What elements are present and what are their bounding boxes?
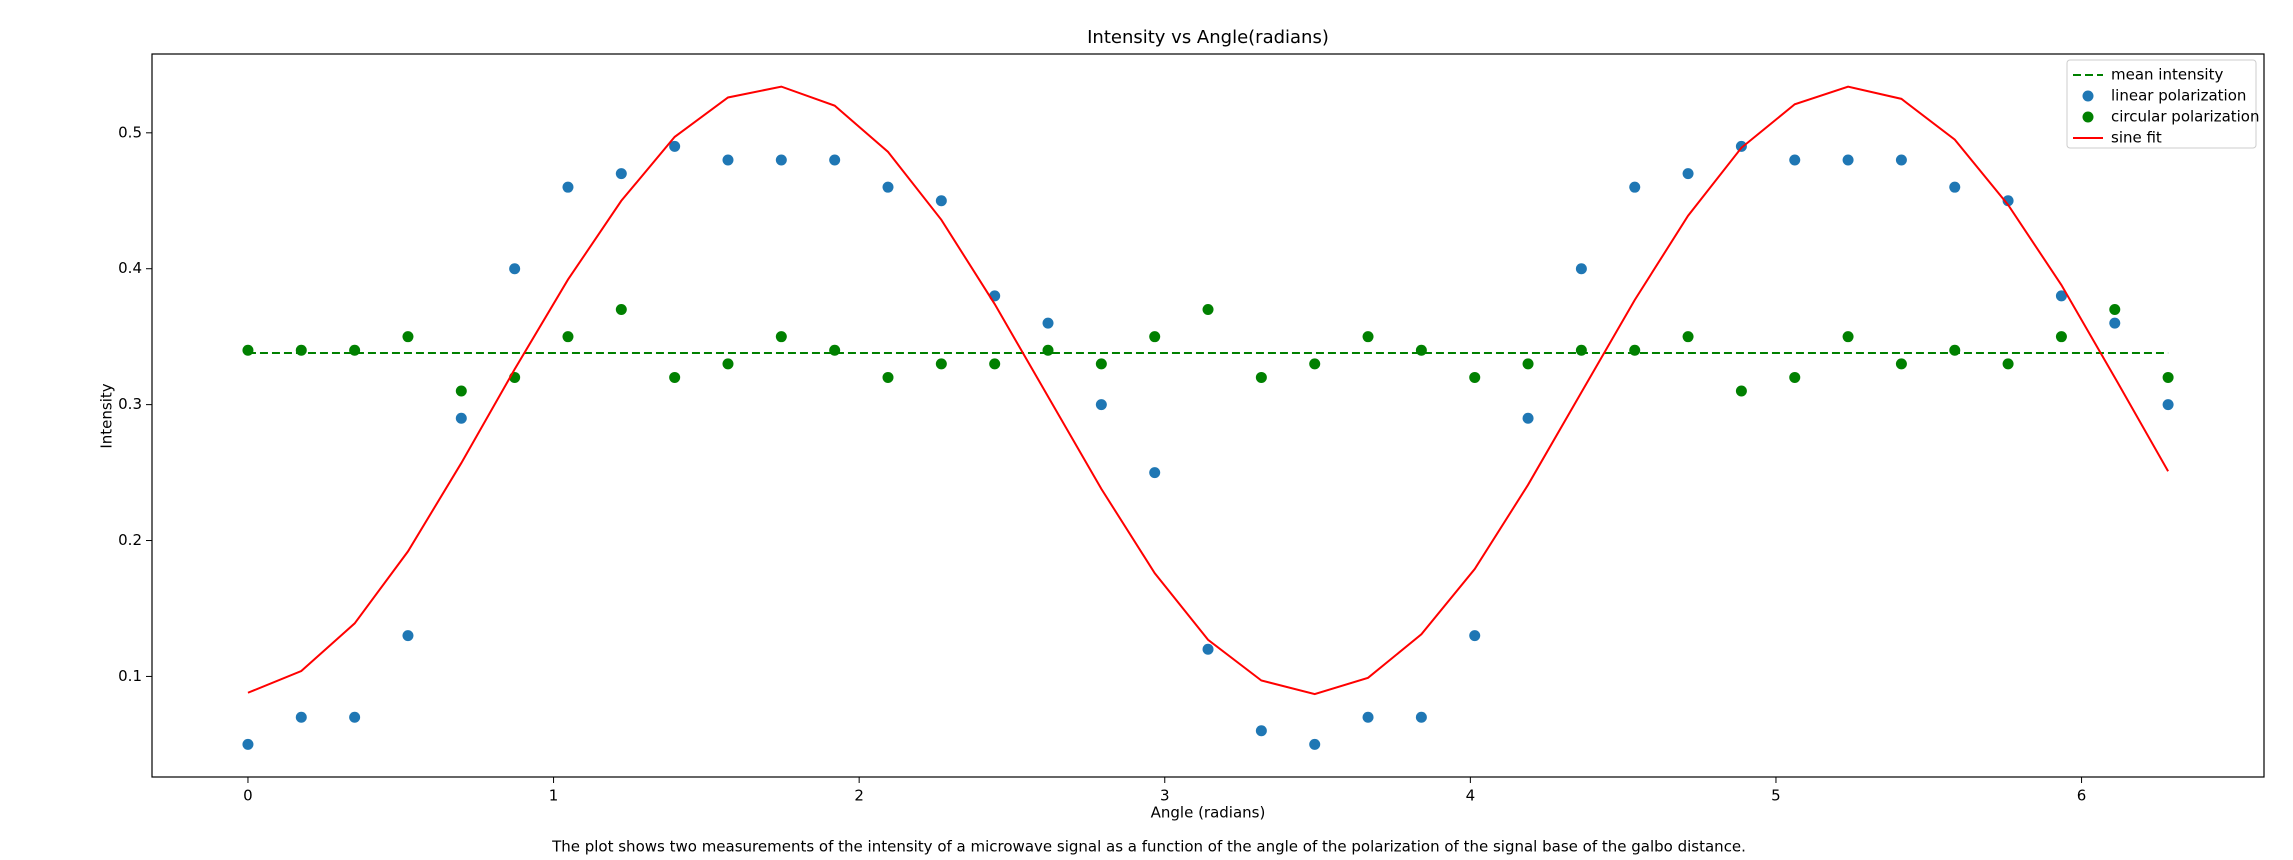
scatter-point <box>1895 154 1907 166</box>
scatter-point <box>1842 331 1854 343</box>
scatter-point <box>1469 371 1481 383</box>
scatter-point <box>1255 371 1267 383</box>
plot-frame <box>151 53 2265 778</box>
scatter-point <box>669 140 681 152</box>
scatter-point <box>455 412 467 424</box>
scatter-point <box>2002 195 2014 207</box>
scatter-point <box>1149 331 1161 343</box>
scatter-point <box>1895 358 1907 370</box>
y-tick-label: 0.4 <box>118 259 142 277</box>
scatter-point <box>1735 140 1747 152</box>
y-tick-label: 0.5 <box>118 123 142 141</box>
x-axis-label: Angle (radians) <box>1151 804 1266 822</box>
scatter-point <box>455 385 467 397</box>
scatter-point <box>1842 154 1854 166</box>
scatter-point <box>989 358 1001 370</box>
y-tick-label: 0.1 <box>118 667 142 685</box>
legend-label: sine fit <box>2111 129 2162 147</box>
scatter-point <box>2109 303 2121 315</box>
x-tick-label: 1 <box>549 787 559 805</box>
scatter-point <box>509 263 521 275</box>
scatter-point <box>242 344 254 356</box>
scatter-point <box>2162 399 2174 411</box>
scatter-point <box>722 154 734 166</box>
scatter-point <box>1202 643 1214 655</box>
x-tick-label: 2 <box>854 787 864 805</box>
y-tick-label: 0.2 <box>118 531 142 549</box>
scatter-point <box>1309 738 1321 750</box>
scatter-point <box>1255 725 1267 737</box>
scatter-point <box>2055 290 2067 302</box>
scatter-point <box>1415 711 1427 723</box>
scatter-point <box>1682 168 1694 180</box>
caption: The plot shows two measurements of the i… <box>551 838 1746 856</box>
scatter-point <box>775 154 787 166</box>
scatter-point <box>2109 317 2121 329</box>
scatter-point <box>1362 331 1374 343</box>
scatter-point <box>1949 181 1961 193</box>
scatter-point <box>1202 303 1214 315</box>
chart-title: Intensity vs Angle(radians) <box>1087 27 1329 48</box>
x-tick-label: 0 <box>243 787 253 805</box>
scatter-point <box>1629 344 1641 356</box>
legend-swatch <box>2082 111 2094 123</box>
scatter-point <box>1095 358 1107 370</box>
scatter-point <box>829 154 841 166</box>
scatter-point <box>1949 344 1961 356</box>
scatter-point <box>882 371 894 383</box>
scatter-point <box>1629 181 1641 193</box>
scatter-point <box>1042 317 1054 329</box>
x-tick-label: 4 <box>1466 787 1476 805</box>
scatter-point <box>1469 630 1481 642</box>
scatter-point <box>1735 385 1747 397</box>
scatter-point <box>2055 331 2067 343</box>
scatter-point <box>1682 331 1694 343</box>
scatter-point <box>1415 344 1427 356</box>
x-tick-label: 5 <box>1771 787 1781 805</box>
scatter-point <box>775 331 787 343</box>
legend-label: circular polarization <box>2111 108 2260 126</box>
x-tick-label: 6 <box>2077 787 2087 805</box>
scatter-point <box>882 181 894 193</box>
scatter-point <box>242 738 254 750</box>
scatter-point <box>1309 358 1321 370</box>
scatter-point <box>295 711 307 723</box>
scatter-point <box>1575 263 1587 275</box>
scatter-point <box>829 344 841 356</box>
scatter-point <box>2002 358 2014 370</box>
scatter-point <box>1789 371 1801 383</box>
scatter-point <box>669 371 681 383</box>
legend-label: mean intensity <box>2111 66 2223 84</box>
scatter-point <box>1575 344 1587 356</box>
scatter-point <box>615 168 627 180</box>
scatter-point <box>1522 412 1534 424</box>
scatter-point <box>722 358 734 370</box>
line-series <box>247 85 2169 696</box>
y-axis-label: Intensity <box>98 383 116 448</box>
legend-box <box>2066 59 2257 149</box>
scatter-point <box>402 630 414 642</box>
scatter-point <box>1789 154 1801 166</box>
legend-swatch <box>2082 90 2094 102</box>
scatter-point <box>349 344 361 356</box>
scatter-point <box>349 711 361 723</box>
scatter-point <box>1149 467 1161 479</box>
x-tick-label: 3 <box>1160 787 1170 805</box>
scatter-point <box>2162 371 2174 383</box>
scatter-point <box>1042 344 1054 356</box>
legend-label: linear polarization <box>2111 87 2246 105</box>
scatter-point <box>1522 358 1534 370</box>
scatter-point <box>1362 711 1374 723</box>
scatter-point <box>935 195 947 207</box>
scatter-point <box>295 344 307 356</box>
scatter-point <box>402 331 414 343</box>
scatter-point <box>562 331 574 343</box>
y-tick-label: 0.3 <box>118 395 142 413</box>
scatter-point <box>935 358 947 370</box>
scatter-point <box>615 303 627 315</box>
scatter-point <box>562 181 574 193</box>
scatter-point <box>1095 399 1107 411</box>
